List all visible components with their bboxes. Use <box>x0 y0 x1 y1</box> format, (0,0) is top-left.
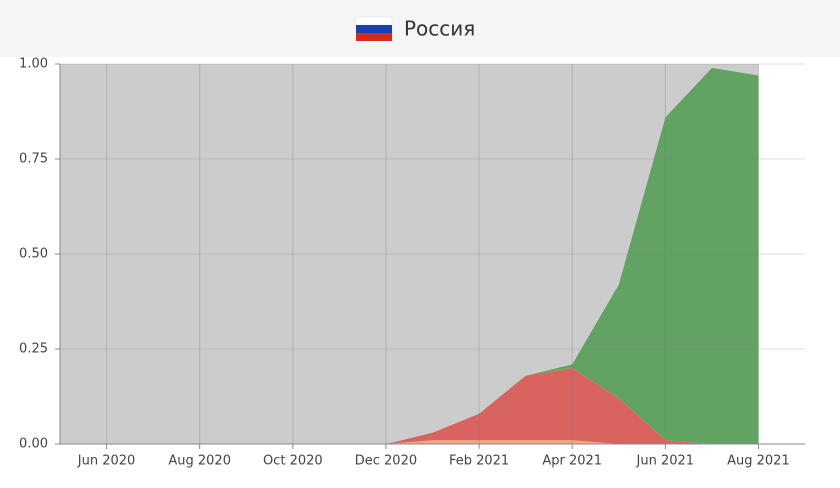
area <box>60 368 759 444</box>
chart-title: Россия <box>404 17 475 41</box>
y-tick-label: 0.25 <box>19 342 48 357</box>
y-tick-label: 1.00 <box>19 57 48 72</box>
header <box>0 0 840 57</box>
y-tick-label: 0.50 <box>19 247 48 262</box>
area <box>60 67 759 445</box>
flag <box>355 16 393 41</box>
x-tick-label: Aug 2020 <box>168 454 231 469</box>
y-tick-label: 0.75 <box>19 152 48 167</box>
x-tick-label: Dec 2020 <box>355 454 417 469</box>
x-tick-label: Oct 2020 <box>263 454 323 469</box>
y-tick-label: 0.00 <box>19 437 48 452</box>
x-tick-label: Feb 2021 <box>449 454 509 469</box>
area <box>60 64 759 444</box>
x-tick-label: Jun 2020 <box>77 454 136 469</box>
x-tick-label: Jun 2021 <box>636 454 695 469</box>
x-tick-label: Apr 2021 <box>542 454 602 469</box>
x-tick-label: Aug 2021 <box>727 454 790 469</box>
